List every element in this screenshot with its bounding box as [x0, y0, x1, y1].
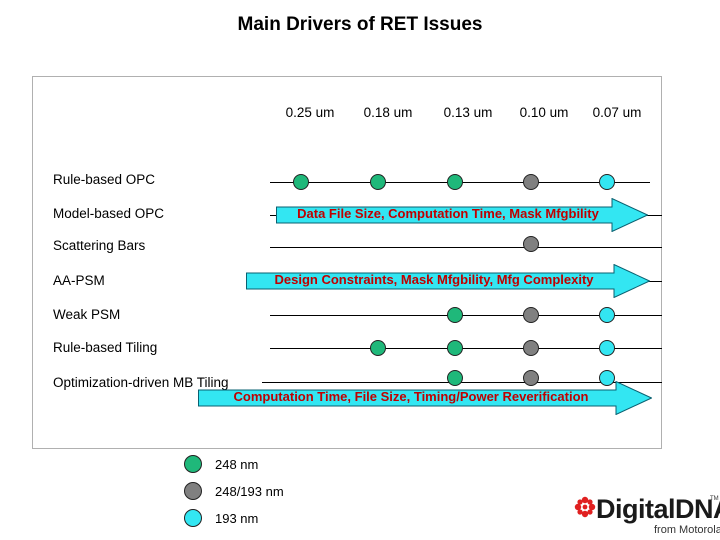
row-label: Rule-based OPC — [53, 172, 156, 187]
column-header: 0.07 um — [592, 105, 642, 120]
column-header: 0.10 um — [519, 105, 569, 120]
status-dot-nm248 — [447, 370, 463, 386]
status-dot-nm248 — [293, 174, 309, 190]
row-line — [270, 315, 662, 316]
flower-logo-icon — [574, 496, 596, 518]
status-dot-nm193 — [599, 340, 615, 356]
row-label: AA-PSM — [53, 273, 105, 288]
row-label: Scattering Bars — [53, 238, 146, 253]
arrow-shape — [246, 264, 650, 298]
legend-label: 248 nm — [215, 457, 259, 472]
status-dot-nm193 — [599, 370, 615, 386]
arrow-label: Design Constraints, Mask Mfgbility, Mfg … — [274, 272, 594, 287]
row-label: Rule-based Tiling — [53, 340, 158, 355]
legend-label: 248/193 nm — [215, 484, 284, 499]
status-dot-nm248-193 — [523, 340, 539, 356]
legend-label: 193 nm — [215, 511, 259, 526]
status-dot-nm248 — [447, 307, 463, 323]
legend-dot-nm248 — [184, 455, 202, 473]
status-dot-nm248-193 — [523, 174, 539, 190]
legend-dot-nm193 — [184, 509, 202, 527]
status-dot-nm248 — [447, 340, 463, 356]
diagram-frame — [32, 76, 662, 449]
row-line — [270, 247, 662, 248]
arrow-label: Computation Time, File Size, Timing/Powe… — [233, 389, 589, 404]
arrow-label: Data File Size, Computation Time, Mask M… — [297, 206, 599, 221]
legend-dot-nm248-193 — [184, 482, 202, 500]
arrow-shape — [276, 198, 648, 232]
page-title: Main Drivers of RET Issues — [237, 14, 483, 35]
digitaldna-logo: DigitalDNA TM from Motorola — [570, 490, 720, 540]
column-header: 0.18 um — [363, 105, 413, 120]
status-dot-nm193 — [599, 307, 615, 323]
row-label: Weak PSM — [53, 307, 121, 322]
logo-trademark: TM — [710, 496, 719, 502]
logo-wordmark: DigitalDNA — [596, 494, 720, 524]
status-dot-nm248 — [370, 340, 386, 356]
row-label: Model-based OPC — [53, 206, 165, 221]
status-dot-nm248-193 — [523, 370, 539, 386]
status-dot-nm248 — [370, 174, 386, 190]
driver-arrow: Data File Size, Computation Time, Mask M… — [276, 198, 648, 232]
logo-byline: from Motorola — [654, 524, 720, 536]
arrow-shape — [198, 381, 652, 415]
row-line — [262, 382, 662, 383]
driver-arrow: Computation Time, File Size, Timing/Powe… — [198, 381, 652, 415]
status-dot-nm193 — [599, 174, 615, 190]
column-header: 0.13 um — [443, 105, 493, 120]
row-line — [270, 348, 662, 349]
column-header: 0.25 um — [285, 105, 335, 120]
status-dot-nm248-193 — [523, 307, 539, 323]
driver-arrow: Design Constraints, Mask Mfgbility, Mfg … — [246, 264, 650, 298]
status-dot-nm248-193 — [523, 236, 539, 252]
row-label: Optimization-driven MB Tiling — [53, 375, 229, 390]
status-dot-nm248 — [447, 174, 463, 190]
